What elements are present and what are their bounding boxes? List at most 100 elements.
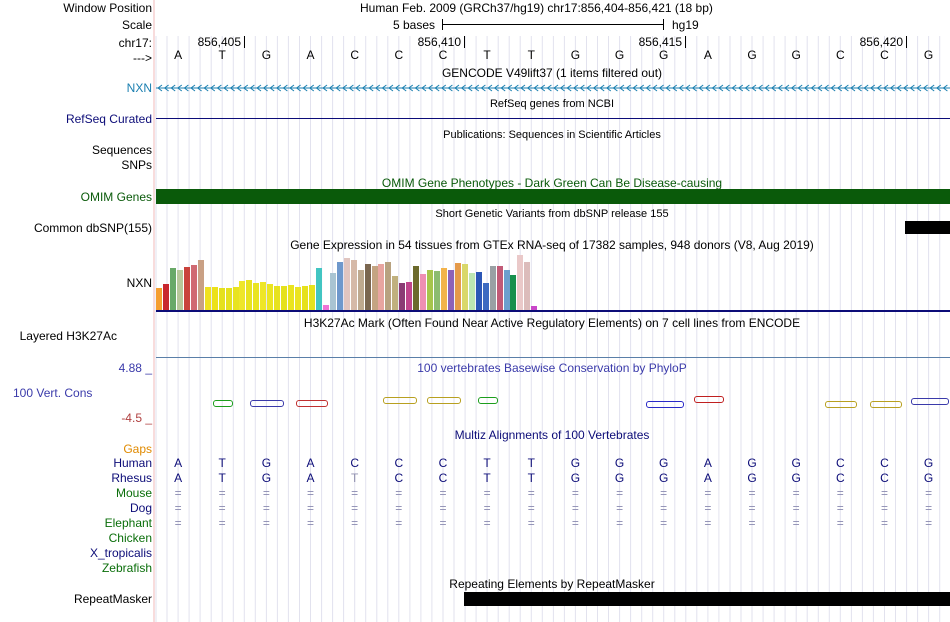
h3k27ac-track-label[interactable]: Layered H3K27Ac <box>19 329 117 343</box>
gtex-tissue-bar[interactable] <box>475 272 482 310</box>
gtex-tissue-bar[interactable] <box>302 286 308 310</box>
gtex-tissue-bar[interactable] <box>503 270 510 310</box>
phylop-base-glyph[interactable] <box>910 398 949 405</box>
phylop-base-glyph[interactable] <box>693 396 724 403</box>
gtex-tissue-bar[interactable] <box>510 275 517 310</box>
h3k27ac-signal-line[interactable] <box>156 357 950 358</box>
multiz-species-label[interactable]: Rhesus <box>111 471 152 485</box>
gtex-tissue-bar[interactable] <box>253 283 260 310</box>
multiz-species-label[interactable]: Human <box>113 456 152 470</box>
publications-track-label[interactable]: Sequences <box>91 143 152 157</box>
gtex-track-label[interactable]: NXN <box>126 276 152 290</box>
gencode-track-label[interactable]: NXN <box>126 81 152 95</box>
gtex-tissue-bar[interactable] <box>357 270 364 310</box>
phylop-base-glyph[interactable] <box>213 400 234 407</box>
gtex-tissue-bar[interactable] <box>371 266 378 310</box>
phylop-track-label[interactable]: 100 Vert. Cons <box>13 386 93 400</box>
gtex-tissue-bar[interactable] <box>517 255 524 310</box>
multiz-species-label[interactable]: Mouse <box>115 486 152 500</box>
gtex-tissue-bar[interactable] <box>225 288 232 310</box>
gtex-tissue-bar[interactable] <box>322 305 329 310</box>
gtex-tissue-bar[interactable] <box>496 266 503 310</box>
gtex-tissue-bar[interactable] <box>204 287 211 310</box>
phylop-base-glyph[interactable] <box>825 401 858 408</box>
gtex-tissue-bar[interactable] <box>385 262 392 310</box>
gtex-tissue-bar[interactable] <box>531 306 538 310</box>
gtex-tissue-bar[interactable] <box>440 268 447 310</box>
gtex-tissue-bar[interactable] <box>392 276 399 310</box>
phylop-base-glyph[interactable] <box>295 400 328 407</box>
publications-track-title[interactable]: Publications: Sequences in Scientific Ar… <box>443 129 661 141</box>
phylop-base-glyph[interactable] <box>427 397 461 404</box>
gtex-tissue-bar[interactable] <box>197 260 204 310</box>
phylop-base-glyph[interactable] <box>869 401 902 408</box>
gtex-tissue-bar[interactable] <box>427 270 434 310</box>
multiz-species-label[interactable]: X_tropicalis <box>89 546 152 560</box>
gtex-tissue-bar[interactable] <box>454 263 461 310</box>
repeatmasker-track-title[interactable]: Repeating Elements by RepeatMasker <box>449 577 655 591</box>
repeatmasker-element[interactable] <box>464 592 950 606</box>
refseq-track-label[interactable]: RefSeq Curated <box>65 112 152 126</box>
gtex-tissue-bar[interactable] <box>211 287 218 310</box>
phylop-track-title[interactable]: 100 vertebrates Basewise Conservation by… <box>417 361 687 375</box>
dbsnp-track-label[interactable]: Common dbSNP(155) <box>33 221 152 235</box>
gtex-tissue-bar[interactable] <box>163 284 169 310</box>
multiz-species-label[interactable]: Zebrafish <box>101 561 152 575</box>
multiz-track-title[interactable]: Multiz Alignments of 100 Vertebrates <box>454 428 650 442</box>
gtex-tissue-bar[interactable] <box>461 264 468 310</box>
gtex-tissue-bar[interactable] <box>468 273 475 310</box>
gtex-tissue-bar[interactable] <box>169 268 176 310</box>
gtex-tissue-bar[interactable] <box>350 260 357 310</box>
gtex-tissue-bar[interactable] <box>308 285 315 310</box>
gtex-tissue-bar[interactable] <box>267 284 274 310</box>
gtex-tissue-bar[interactable] <box>274 286 281 310</box>
gtex-tissue-bar[interactable] <box>156 288 162 310</box>
refseq-track-title[interactable]: RefSeq genes from NCBI <box>489 98 615 110</box>
gtex-tissue-bar[interactable] <box>482 283 489 310</box>
gtex-tissue-bar[interactable] <box>489 266 496 310</box>
omim-track-label[interactable]: OMIM Genes <box>80 190 152 204</box>
phylop-conservation-logos[interactable] <box>156 390 950 412</box>
gtex-tissue-bar[interactable] <box>218 288 225 310</box>
snps-track-label[interactable]: SNPs <box>121 158 152 172</box>
gtex-tissue-bar[interactable] <box>364 264 371 310</box>
phylop-base-glyph[interactable] <box>382 397 417 404</box>
gtex-tissue-bar[interactable] <box>190 265 197 310</box>
gtex-tissue-bar[interactable] <box>434 271 440 310</box>
gtex-tissue-bar[interactable] <box>246 280 253 310</box>
dbsnp-variant-feature[interactable] <box>905 221 950 234</box>
gtex-tissue-bar[interactable] <box>413 266 420 310</box>
gtex-tissue-bar[interactable] <box>288 285 295 310</box>
gtex-tissue-bar[interactable] <box>524 262 531 310</box>
gtex-tissue-bar[interactable] <box>378 264 385 310</box>
gtex-tissue-bar[interactable] <box>343 258 350 310</box>
gtex-tissue-bar[interactable] <box>406 282 413 310</box>
gtex-tissue-bar[interactable] <box>336 262 343 310</box>
multiz-species-label[interactable]: Chicken <box>108 531 152 545</box>
multiz-species-label[interactable]: Dog <box>129 501 152 515</box>
gtex-tissue-bar[interactable] <box>447 270 454 310</box>
gencode-gene-feature[interactable] <box>156 80 950 96</box>
phylop-base-glyph[interactable] <box>478 397 499 404</box>
gtex-tissue-bar[interactable] <box>232 287 239 310</box>
gtex-track-title[interactable]: Gene Expression in 54 tissues from GTEx … <box>290 238 814 252</box>
dbsnp-track-title[interactable]: Short Genetic Variants from dbSNP releas… <box>435 208 669 220</box>
gtex-bar-chart[interactable] <box>156 252 538 310</box>
gtex-tissue-bar[interactable] <box>329 273 336 310</box>
gtex-tissue-bar[interactable] <box>420 274 427 310</box>
h3k27ac-track-title[interactable]: H3K27Ac Mark (Often Found Near Active Re… <box>303 316 801 330</box>
gtex-tissue-bar[interactable] <box>183 267 190 310</box>
gtex-tissue-bar[interactable] <box>399 283 406 310</box>
gtex-tissue-bar[interactable] <box>295 287 301 310</box>
gtex-tissue-bar[interactable] <box>176 270 183 310</box>
refseq-gene-line[interactable] <box>156 118 950 119</box>
gtex-tissue-bar[interactable] <box>260 282 267 310</box>
omim-gene-bar[interactable] <box>156 189 950 204</box>
gtex-tissue-bar[interactable] <box>281 286 288 310</box>
strand-arrow-label[interactable]: ---> <box>133 51 152 65</box>
gtex-tissue-bar[interactable] <box>239 281 246 310</box>
phylop-base-glyph[interactable] <box>250 400 285 407</box>
repeatmasker-track-label[interactable]: RepeatMasker <box>73 592 152 606</box>
gencode-track-title[interactable]: GENCODE V49lift37 (1 items filtered out) <box>441 66 663 80</box>
multiz-species-label[interactable]: Elephant <box>104 516 152 530</box>
